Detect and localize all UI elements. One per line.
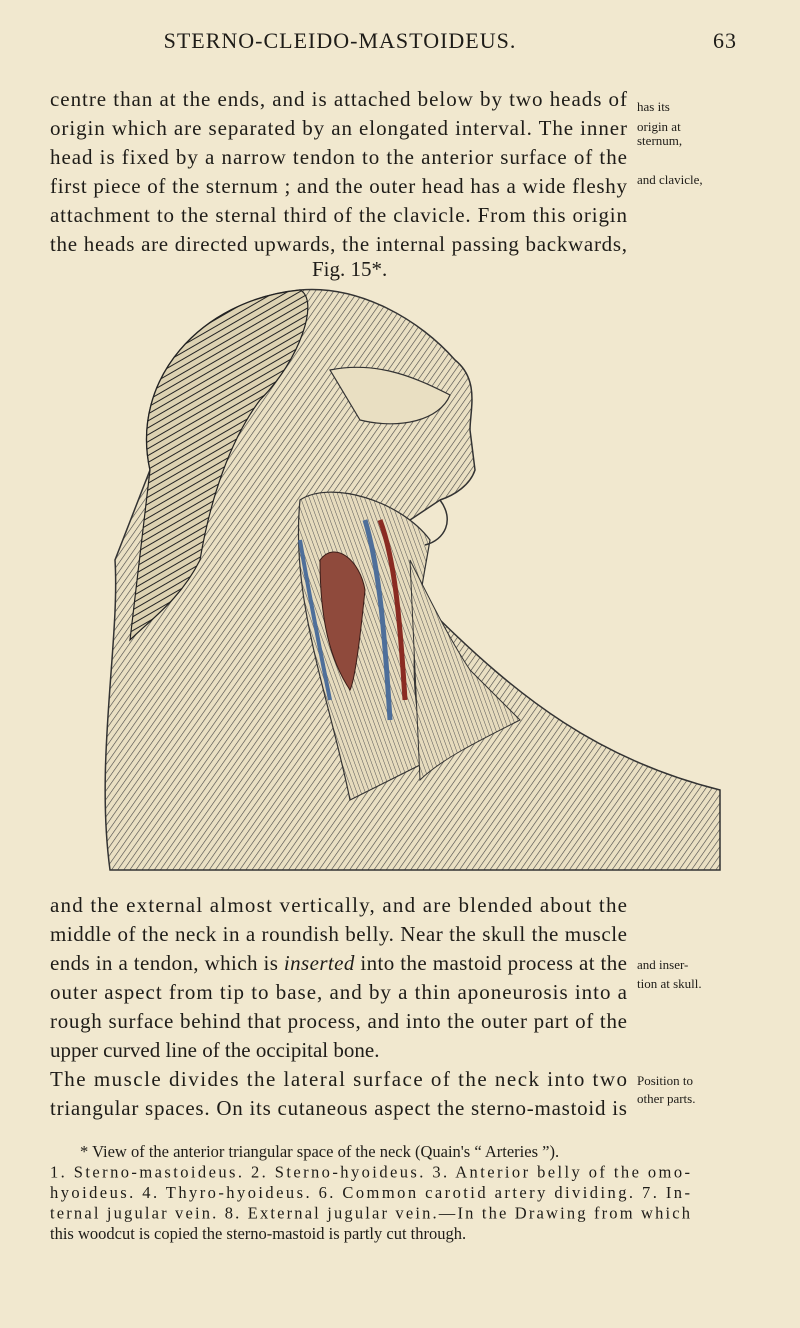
text-line: the heads are directed upwards, the inte… — [50, 232, 627, 256]
footnote-line: 1. Sterno-mastoideus. 2. Sterno-hyoideus… — [50, 1163, 690, 1182]
footnote-line: this woodcut is copied the sterno-mastoi… — [50, 1224, 466, 1243]
running-title: STERNO-CLEIDO-MASTOIDEUS. — [164, 28, 517, 53]
illustration — [104, 288, 721, 871]
margin-note: and inser- — [637, 957, 688, 972]
italic-term: inserted — [284, 951, 355, 975]
text-line: rough surface behind that process, and i… — [50, 1009, 627, 1033]
text-layer: centre than at the ends, and is attached… — [50, 87, 703, 1243]
margin-note: has its — [637, 99, 670, 114]
margin-note: origin at — [637, 119, 681, 134]
text-run: into the mastoid process at the — [355, 951, 627, 975]
text-line: first piece of the sternum ; and the out… — [50, 174, 628, 198]
text-line: outer aspect from tip to base, and by a … — [50, 980, 628, 1004]
margin-note: Position to — [637, 1073, 693, 1088]
margin-note: other parts. — [637, 1091, 695, 1106]
text-line: triangular spaces. On its cutaneous aspe… — [50, 1096, 627, 1120]
text-line: head is fixed by a narrow tendon to the … — [50, 145, 627, 169]
footnote-line: * View of the anterior triangular space … — [80, 1142, 559, 1161]
margin-note: and clavicle, — [637, 172, 703, 187]
footnote-line: ternal jugular vein. 8. External jugular… — [50, 1204, 691, 1223]
text-line: upper curved line of the occipital bone. — [50, 1038, 379, 1062]
text-run: ends in a tendon, which is — [50, 951, 284, 975]
text-line: The muscle divides the lateral surface o… — [50, 1067, 627, 1091]
margin-note: tion at skull. — [637, 976, 702, 991]
page-number: 63 — [713, 28, 737, 53]
footnote-line: hyoideus. 4. Thyro-hyoideus. 6. Common c… — [50, 1183, 690, 1202]
figure-label: Fig. 15*. — [312, 257, 387, 281]
text-line: origin which are separated by an elongat… — [50, 116, 627, 140]
text-line: and the external almost vertically, and … — [50, 893, 627, 917]
text-line: middle of the neck in a roundish belly. … — [50, 922, 627, 946]
margin-note: sternum, — [637, 133, 682, 148]
text-line: attachment to the sternal third of the c… — [50, 203, 628, 227]
text-line: centre than at the ends, and is attached… — [50, 87, 627, 111]
text-line: ends in a tendon, which is inserted into… — [50, 951, 627, 975]
